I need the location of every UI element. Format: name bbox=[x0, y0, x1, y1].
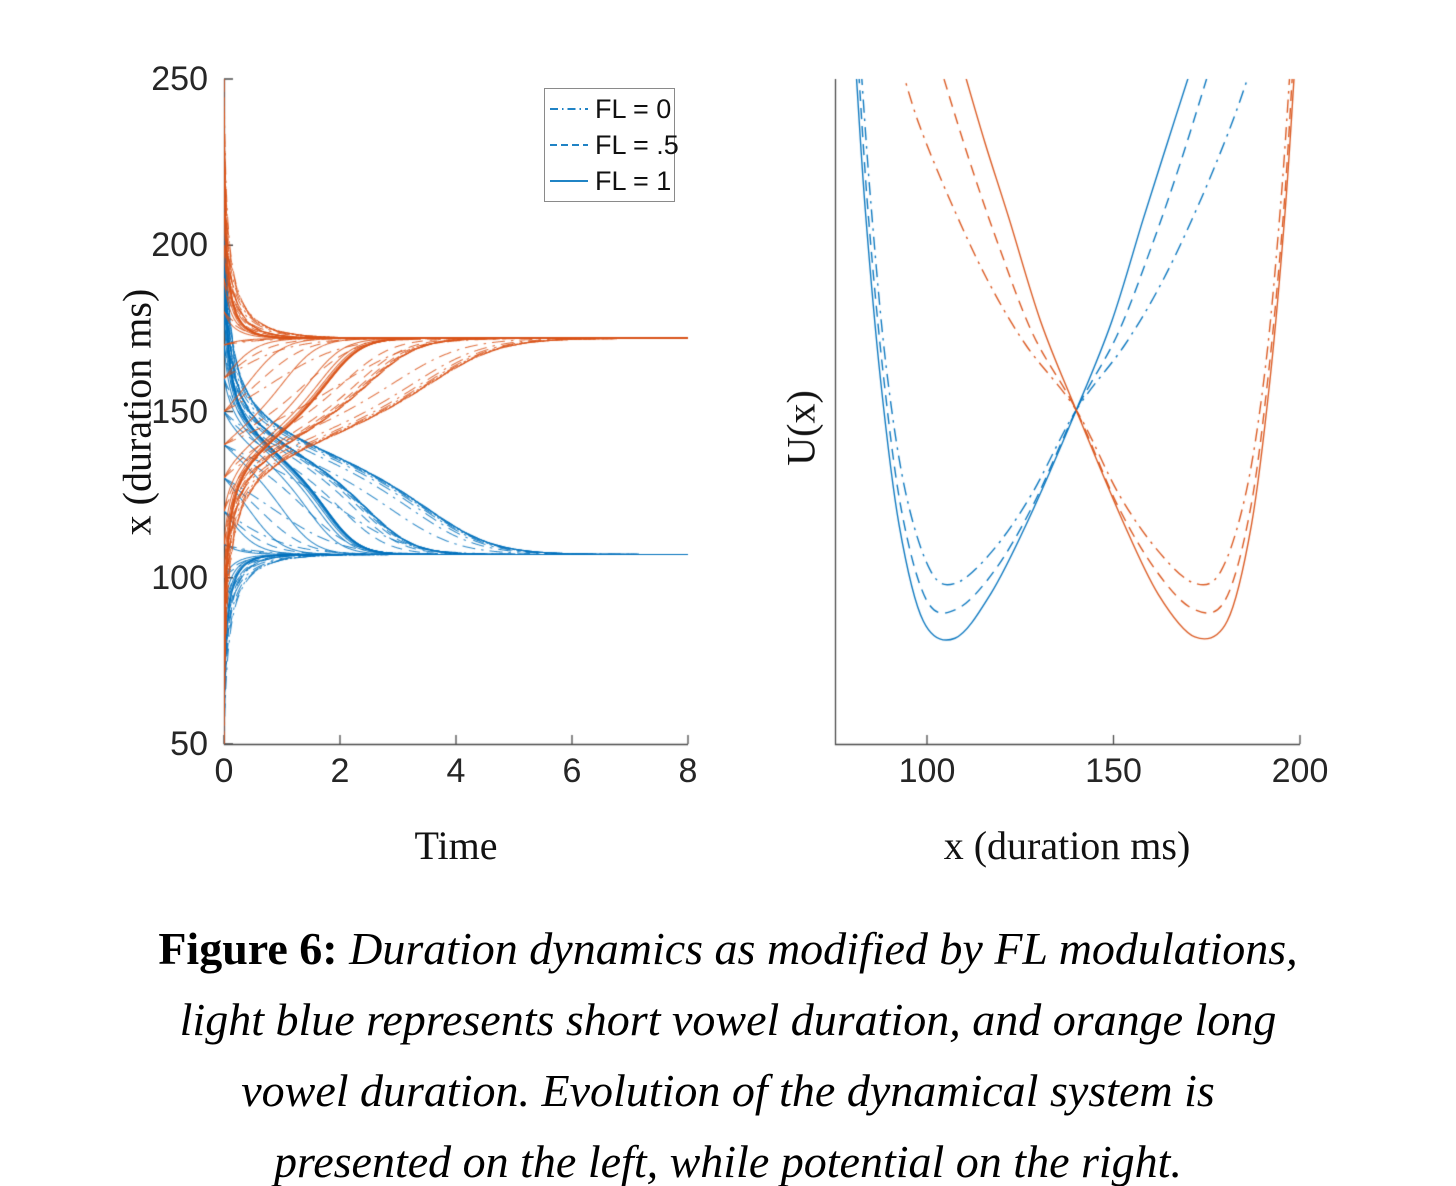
caption-line-4: presented on the left, while potential o… bbox=[274, 1136, 1182, 1186]
tick-label: 250 bbox=[151, 60, 208, 98]
tick-label: 0 bbox=[214, 752, 234, 790]
tick-label: 200 bbox=[1271, 752, 1329, 790]
dash-dot-line-icon bbox=[550, 108, 588, 110]
right-x-axis-label: x (duration ms) bbox=[943, 823, 1191, 868]
tick-label: 50 bbox=[170, 725, 208, 763]
tick-label: 6 bbox=[562, 752, 582, 790]
caption-figure-label: Figure 6: bbox=[158, 923, 338, 974]
caption-line-2: light blue represents short vowel durati… bbox=[179, 994, 1277, 1045]
figure-caption: Figure 6: Duration dynamics as modified … bbox=[0, 913, 1456, 1186]
tick-label: 150 bbox=[1085, 752, 1142, 790]
tick-label: 8 bbox=[678, 752, 698, 790]
left-x-axis-label: Time bbox=[414, 823, 498, 868]
legend-label: FL = 1 bbox=[595, 165, 672, 196]
legend-entry-fl1: FL = 1 bbox=[550, 164, 674, 198]
legend-box: FL = 0 FL = .5 FL = 1 bbox=[544, 88, 679, 202]
caption-line-3: vowel duration. Evolution of the dynamic… bbox=[241, 1065, 1215, 1116]
tick-label: 100 bbox=[151, 558, 208, 597]
left-y-axis-label: x (duration ms) bbox=[114, 288, 160, 536]
dashed-line-icon bbox=[550, 144, 588, 146]
tick-label: 150 bbox=[151, 392, 208, 431]
tick-label: 4 bbox=[446, 752, 466, 790]
caption-line-1: Figure 6: Duration dynamics as modified … bbox=[158, 923, 1298, 974]
legend-label: FL = 0 bbox=[595, 93, 672, 124]
legend-entry-fl05: FL = .5 bbox=[550, 128, 679, 162]
solid-line-icon bbox=[550, 180, 588, 182]
tick-label: 100 bbox=[898, 752, 956, 790]
plots-canvas bbox=[0, 0, 1456, 900]
tick-label: 200 bbox=[151, 226, 208, 265]
tick-label: 2 bbox=[330, 752, 350, 790]
legend-label: FL = .5 bbox=[595, 129, 679, 160]
legend-entry-fl0: FL = 0 bbox=[550, 92, 674, 126]
right-y-axis-label: U(x) bbox=[778, 390, 824, 466]
